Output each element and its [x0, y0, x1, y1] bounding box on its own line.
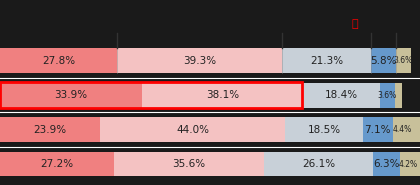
Text: 3.6%: 3.6%: [378, 91, 397, 100]
Text: 38.1%: 38.1%: [206, 90, 239, 100]
Text: 6.3%: 6.3%: [373, 159, 400, 169]
Bar: [0, 82, 302, 108]
Text: 7.1%: 7.1%: [365, 125, 391, 135]
Text: 33.9%: 33.9%: [55, 90, 88, 100]
Bar: [0, 83, 142, 108]
Bar: [0, 117, 100, 142]
Text: 18.4%: 18.4%: [325, 90, 357, 100]
Bar: [285, 117, 363, 142]
Bar: [373, 152, 400, 176]
Bar: [380, 83, 395, 108]
Bar: [363, 117, 393, 142]
Text: 44.0%: 44.0%: [176, 125, 209, 135]
Bar: [142, 83, 302, 108]
Bar: [0, 152, 114, 176]
Text: 4.4%: 4.4%: [392, 125, 412, 134]
Bar: [264, 152, 373, 176]
Bar: [396, 48, 411, 73]
Text: 27.2%: 27.2%: [41, 159, 74, 169]
Bar: [393, 117, 411, 142]
Bar: [302, 83, 380, 108]
Bar: [400, 152, 417, 176]
Bar: [282, 48, 371, 73]
Bar: [114, 152, 264, 176]
Text: 5.8%: 5.8%: [370, 56, 397, 66]
Bar: [0, 48, 117, 73]
Text: 27.8%: 27.8%: [42, 56, 75, 66]
Text: 18.5%: 18.5%: [307, 125, 341, 135]
Text: 4.2%: 4.2%: [399, 160, 418, 169]
Text: 3.6%: 3.6%: [394, 56, 413, 65]
Text: 26.1%: 26.1%: [302, 159, 335, 169]
Bar: [117, 48, 282, 73]
Bar: [417, 152, 420, 176]
Text: 🚩: 🚩: [352, 19, 358, 29]
Text: 21.3%: 21.3%: [310, 56, 343, 66]
Text: 39.3%: 39.3%: [183, 56, 216, 66]
Bar: [411, 117, 420, 142]
Text: 35.6%: 35.6%: [173, 159, 205, 169]
Bar: [100, 117, 285, 142]
Bar: [371, 48, 396, 73]
Text: 23.9%: 23.9%: [34, 125, 67, 135]
Bar: [395, 83, 402, 108]
